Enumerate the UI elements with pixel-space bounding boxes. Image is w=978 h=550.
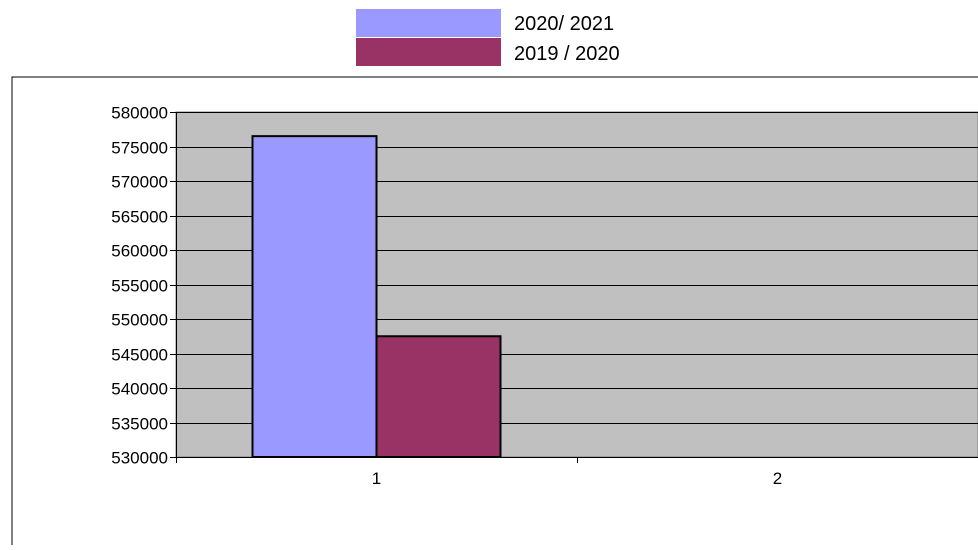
y-tick-label: 580000: [111, 104, 168, 123]
y-tick-label: 575000: [111, 139, 168, 158]
y-tick-label: 540000: [111, 380, 168, 399]
bars: [251, 135, 502, 458]
bar-1-category-1: [251, 135, 378, 458]
y-tick-label: 560000: [111, 242, 168, 261]
y-tick-label: 565000: [111, 208, 168, 227]
y-tick-label: 535000: [111, 415, 168, 434]
y-axis-tick-labels: 530000 535000 540000 545000 550000 555000 5600…: [111, 104, 168, 468]
y-tick-label: 550000: [111, 311, 168, 330]
legend-swatch-series-2: [356, 38, 501, 66]
y-tick-label: 545000: [111, 346, 168, 365]
legend: 2020/ 2021 2019 / 2020: [356, 9, 620, 66]
legend-swatch-series-1: [356, 9, 501, 37]
x-tick-label: 2: [773, 469, 782, 488]
bar-2-category-1: [375, 335, 502, 458]
y-tick-label: 555000: [111, 277, 168, 296]
y-tick-label: 530000: [111, 449, 168, 468]
x-tick-label: 1: [372, 469, 381, 488]
axes: [170, 112, 978, 463]
legend-label-series-1: 2020/ 2021: [514, 13, 614, 35]
legend-label-series-2: 2019 / 2020: [514, 43, 620, 65]
y-tick-label: 570000: [111, 173, 168, 192]
